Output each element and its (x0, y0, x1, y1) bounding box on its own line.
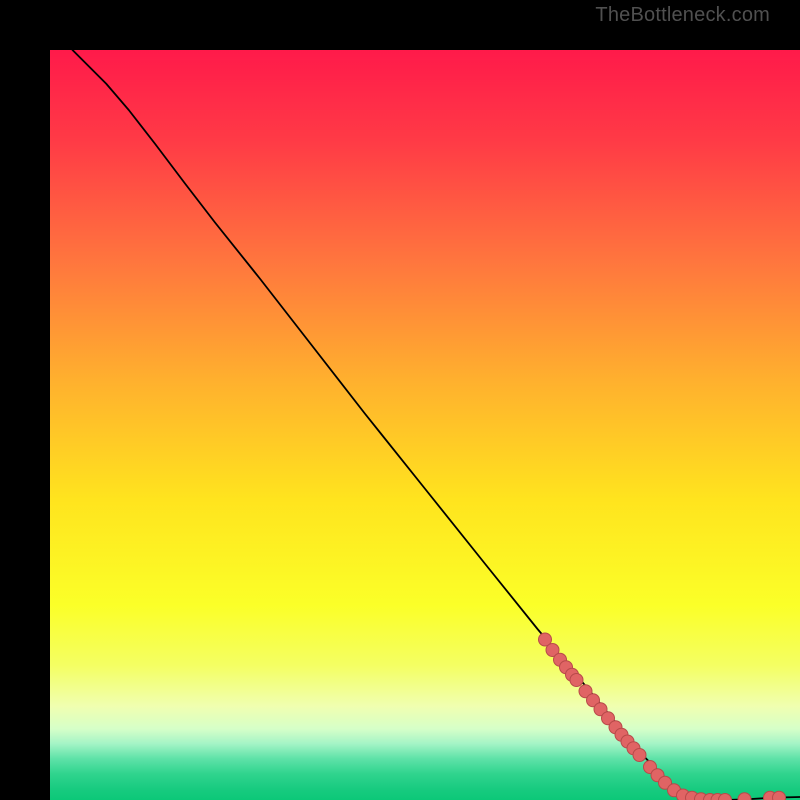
chart-background (50, 50, 800, 800)
data-marker (773, 791, 786, 800)
data-marker (633, 749, 646, 762)
chart-frame (25, 25, 775, 775)
watermark-text: TheBottleneck.com (595, 4, 770, 27)
chart-plot (50, 50, 800, 800)
data-marker (570, 674, 583, 687)
